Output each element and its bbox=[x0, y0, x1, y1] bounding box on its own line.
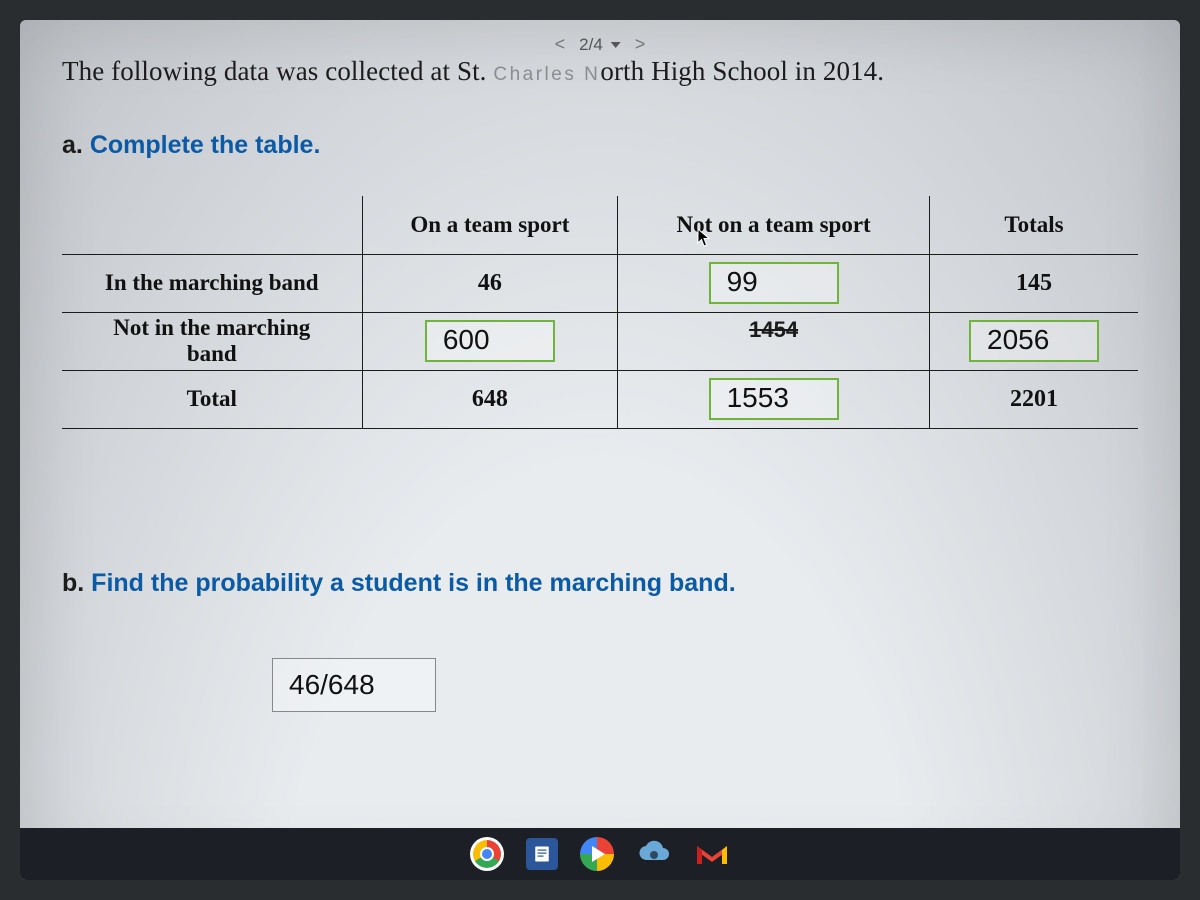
intro-sentence: The following data was collected at St. … bbox=[62, 56, 1138, 87]
row3-label: Total bbox=[62, 370, 362, 428]
table-row: In the marching band 46 99 145 bbox=[62, 254, 1138, 312]
row1-col2: 99 bbox=[618, 254, 930, 312]
question-b-text: Find the probability a student is in the… bbox=[91, 569, 735, 597]
table-row: Total 648 1553 2201 bbox=[62, 370, 1138, 428]
row2-label: Not in the marching band bbox=[62, 312, 362, 370]
row2-col2: 1454 bbox=[618, 312, 930, 370]
row2-col3: 2056 bbox=[930, 312, 1138, 370]
intro-after: orth High School in 2014. bbox=[600, 56, 884, 86]
struck-value: 1454 bbox=[749, 317, 798, 343]
answer-input[interactable]: 600 bbox=[425, 320, 555, 362]
intro-before: The following data was collected at St. bbox=[62, 56, 493, 86]
document-icon[interactable] bbox=[526, 838, 558, 870]
next-page-button[interactable]: > bbox=[635, 34, 646, 55]
mouse-cursor-icon bbox=[697, 228, 711, 248]
gmail-icon[interactable] bbox=[694, 840, 730, 868]
answer-input[interactable]: 1553 bbox=[709, 378, 839, 420]
answer-input[interactable]: 2056 bbox=[969, 320, 1099, 362]
taskbar bbox=[20, 828, 1180, 880]
answer-b-container: 46/648 bbox=[272, 658, 1138, 712]
header-blank bbox=[62, 196, 362, 254]
answer-b-input[interactable]: 46/648 bbox=[272, 658, 436, 712]
chrome-icon[interactable] bbox=[470, 837, 504, 871]
row3-col3: 2201 bbox=[930, 370, 1138, 428]
play-store-icon[interactable] bbox=[580, 837, 614, 871]
header-col2: Not on a team sport bbox=[618, 196, 930, 254]
question-b-letter: b. bbox=[62, 569, 84, 597]
worksheet-content: The following data was collected at St. … bbox=[20, 20, 1180, 880]
screen: < 2/4 > The following data was collected… bbox=[20, 20, 1180, 880]
answer-input[interactable]: 99 bbox=[709, 262, 839, 304]
header-col1: On a team sport bbox=[362, 196, 618, 254]
table-row: Not in the marching band 600 1454 2056 bbox=[62, 312, 1138, 370]
question-a: a. Complete the table. bbox=[62, 131, 1138, 160]
page-navigator: < 2/4 > bbox=[555, 34, 646, 55]
row1-label: In the marching band bbox=[62, 254, 362, 312]
prev-page-button[interactable]: < bbox=[555, 34, 566, 55]
row3-col1: 648 bbox=[362, 370, 618, 428]
question-b: b. Find the probability a student is in … bbox=[62, 569, 1138, 598]
intro-masked: Charles N bbox=[493, 64, 600, 85]
question-a-text: Complete the table. bbox=[90, 131, 321, 159]
row1-col3: 145 bbox=[930, 254, 1138, 312]
row2-col1: 600 bbox=[362, 312, 618, 370]
page-current-label: 2/4 bbox=[579, 35, 603, 55]
page-indicator[interactable]: 2/4 bbox=[579, 35, 621, 55]
question-a-letter: a. bbox=[62, 131, 83, 159]
data-table: On a team sport Not on a team sport Tota… bbox=[62, 196, 1138, 429]
chevron-down-icon bbox=[611, 42, 621, 48]
header-col3: Totals bbox=[930, 196, 1138, 254]
cloud-icon[interactable] bbox=[636, 838, 672, 871]
row1-col1: 46 bbox=[362, 254, 618, 312]
row3-col2: 1553 bbox=[618, 370, 930, 428]
